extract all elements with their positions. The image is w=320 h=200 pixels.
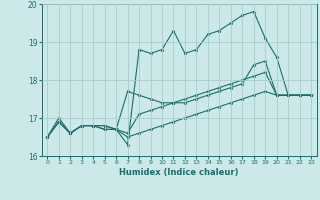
X-axis label: Humidex (Indice chaleur): Humidex (Indice chaleur) [119,168,239,177]
